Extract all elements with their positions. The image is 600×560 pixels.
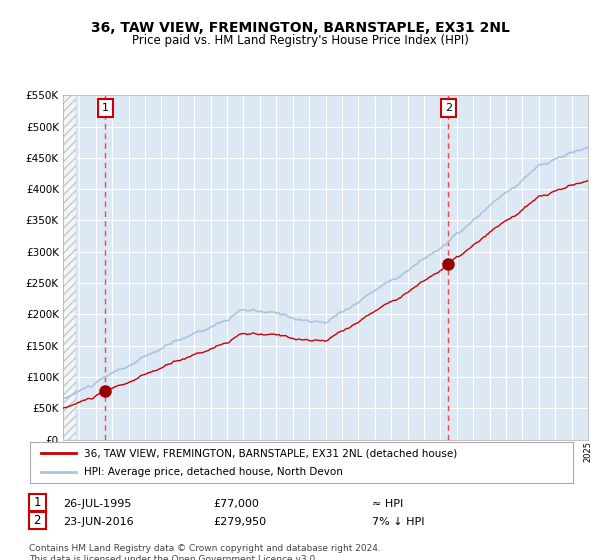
Text: £77,000: £77,000 <box>213 499 259 509</box>
Text: HPI: Average price, detached house, North Devon: HPI: Average price, detached house, Nort… <box>85 467 343 477</box>
Text: 36, TAW VIEW, FREMINGTON, BARNSTAPLE, EX31 2NL (detached house): 36, TAW VIEW, FREMINGTON, BARNSTAPLE, EX… <box>85 449 458 458</box>
Text: 23-JUN-2016: 23-JUN-2016 <box>63 517 134 527</box>
Text: ≈ HPI: ≈ HPI <box>372 499 403 509</box>
Text: 2: 2 <box>34 514 41 528</box>
Text: £279,950: £279,950 <box>213 517 266 527</box>
Text: 2: 2 <box>445 102 452 113</box>
Text: Price paid vs. HM Land Registry's House Price Index (HPI): Price paid vs. HM Land Registry's House … <box>131 34 469 46</box>
Text: 1: 1 <box>101 102 109 113</box>
Text: 7% ↓ HPI: 7% ↓ HPI <box>372 517 425 527</box>
Text: Contains HM Land Registry data © Crown copyright and database right 2024.
This d: Contains HM Land Registry data © Crown c… <box>29 544 380 560</box>
Text: 26-JUL-1995: 26-JUL-1995 <box>63 499 131 509</box>
Text: 1: 1 <box>34 496 41 510</box>
Text: 36, TAW VIEW, FREMINGTON, BARNSTAPLE, EX31 2NL: 36, TAW VIEW, FREMINGTON, BARNSTAPLE, EX… <box>91 21 509 35</box>
